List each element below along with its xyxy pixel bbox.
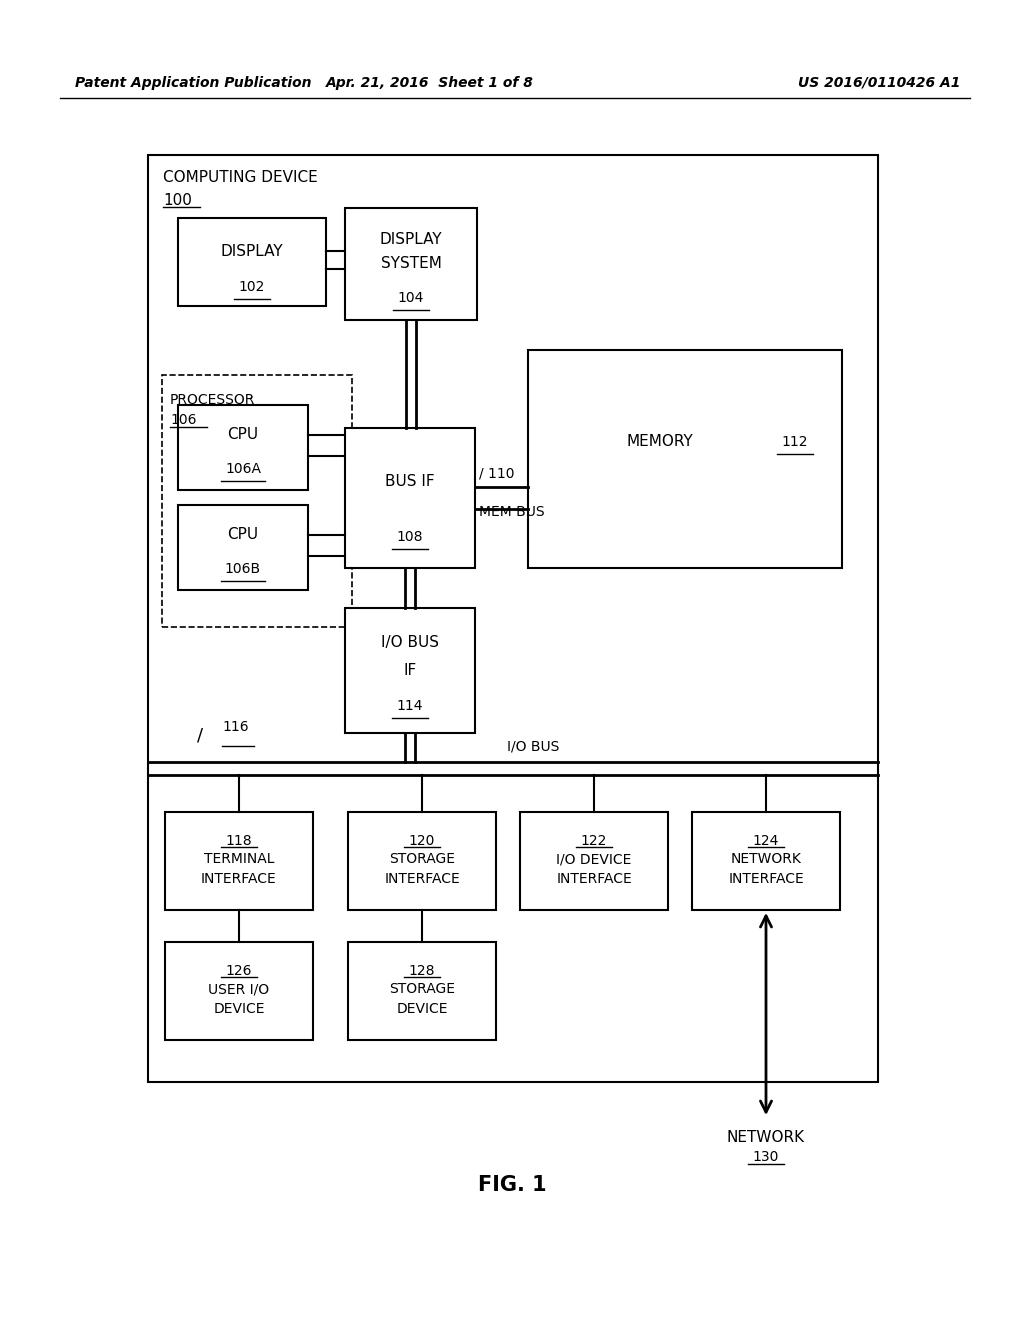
Text: MEM BUS: MEM BUS: [479, 506, 545, 519]
Bar: [178, 506, 308, 590]
Text: Patent Application Publication: Patent Application Publication: [75, 77, 311, 90]
Text: 124: 124: [753, 833, 779, 847]
Bar: [178, 218, 326, 306]
Text: 126: 126: [225, 964, 252, 978]
Text: 130: 130: [753, 1150, 779, 1164]
Bar: [148, 154, 878, 1082]
Text: 108: 108: [396, 531, 423, 544]
Text: US 2016/0110426 A1: US 2016/0110426 A1: [798, 77, 961, 90]
Text: MEMORY: MEMORY: [627, 434, 693, 449]
Text: IF: IF: [403, 663, 417, 678]
Text: 106A: 106A: [225, 462, 261, 475]
Bar: [162, 375, 352, 627]
Bar: [345, 609, 475, 733]
Text: 102: 102: [239, 280, 265, 293]
Text: I/O DEVICE: I/O DEVICE: [556, 851, 632, 866]
Text: COMPUTING DEVICE: COMPUTING DEVICE: [163, 170, 317, 185]
Text: CPU: CPU: [227, 428, 259, 442]
Bar: [345, 209, 477, 319]
Text: INTERFACE: INTERFACE: [728, 871, 804, 886]
Bar: [165, 812, 313, 909]
Text: DEVICE: DEVICE: [213, 1002, 265, 1015]
Text: PROCESSOR: PROCESSOR: [170, 393, 255, 407]
Bar: [165, 942, 313, 1040]
Text: DISPLAY: DISPLAY: [221, 244, 284, 259]
Text: 104: 104: [397, 290, 424, 305]
Text: STORAGE: STORAGE: [389, 851, 455, 866]
Text: 116: 116: [222, 719, 249, 734]
Text: 118: 118: [225, 833, 252, 847]
Text: 120: 120: [409, 833, 435, 847]
Text: 106B: 106B: [225, 562, 261, 576]
Text: 128: 128: [409, 964, 435, 978]
Text: 106: 106: [170, 413, 197, 426]
Text: STORAGE: STORAGE: [389, 982, 455, 997]
Text: USER I/O: USER I/O: [209, 982, 269, 997]
Text: INTERFACE: INTERFACE: [384, 871, 460, 886]
Text: FIG. 1: FIG. 1: [477, 1175, 547, 1195]
Text: I/O BUS: I/O BUS: [381, 635, 439, 651]
Text: DISPLAY: DISPLAY: [380, 232, 442, 247]
Text: 100: 100: [163, 193, 191, 209]
Text: INTERFACE: INTERFACE: [556, 871, 632, 886]
Text: CPU: CPU: [227, 527, 259, 543]
Text: 114: 114: [396, 698, 423, 713]
Bar: [692, 812, 840, 909]
Text: I/O BUS: I/O BUS: [507, 741, 559, 754]
Text: SYSTEM: SYSTEM: [381, 256, 441, 272]
Text: / 110: / 110: [479, 467, 514, 480]
Text: Apr. 21, 2016  Sheet 1 of 8: Apr. 21, 2016 Sheet 1 of 8: [326, 77, 534, 90]
Text: TERMINAL: TERMINAL: [204, 851, 274, 866]
Text: 112: 112: [781, 434, 808, 449]
Bar: [520, 812, 668, 909]
Text: NETWORK: NETWORK: [727, 1130, 805, 1144]
Text: INTERFACE: INTERFACE: [201, 871, 276, 886]
Bar: [348, 942, 496, 1040]
Text: /: /: [197, 726, 203, 744]
Bar: [528, 350, 842, 568]
Bar: [345, 428, 475, 568]
Text: DEVICE: DEVICE: [396, 1002, 447, 1015]
Text: NETWORK: NETWORK: [730, 851, 802, 866]
Bar: [348, 812, 496, 909]
Bar: [178, 405, 308, 490]
Text: BUS IF: BUS IF: [385, 474, 435, 488]
Text: 122: 122: [581, 833, 607, 847]
